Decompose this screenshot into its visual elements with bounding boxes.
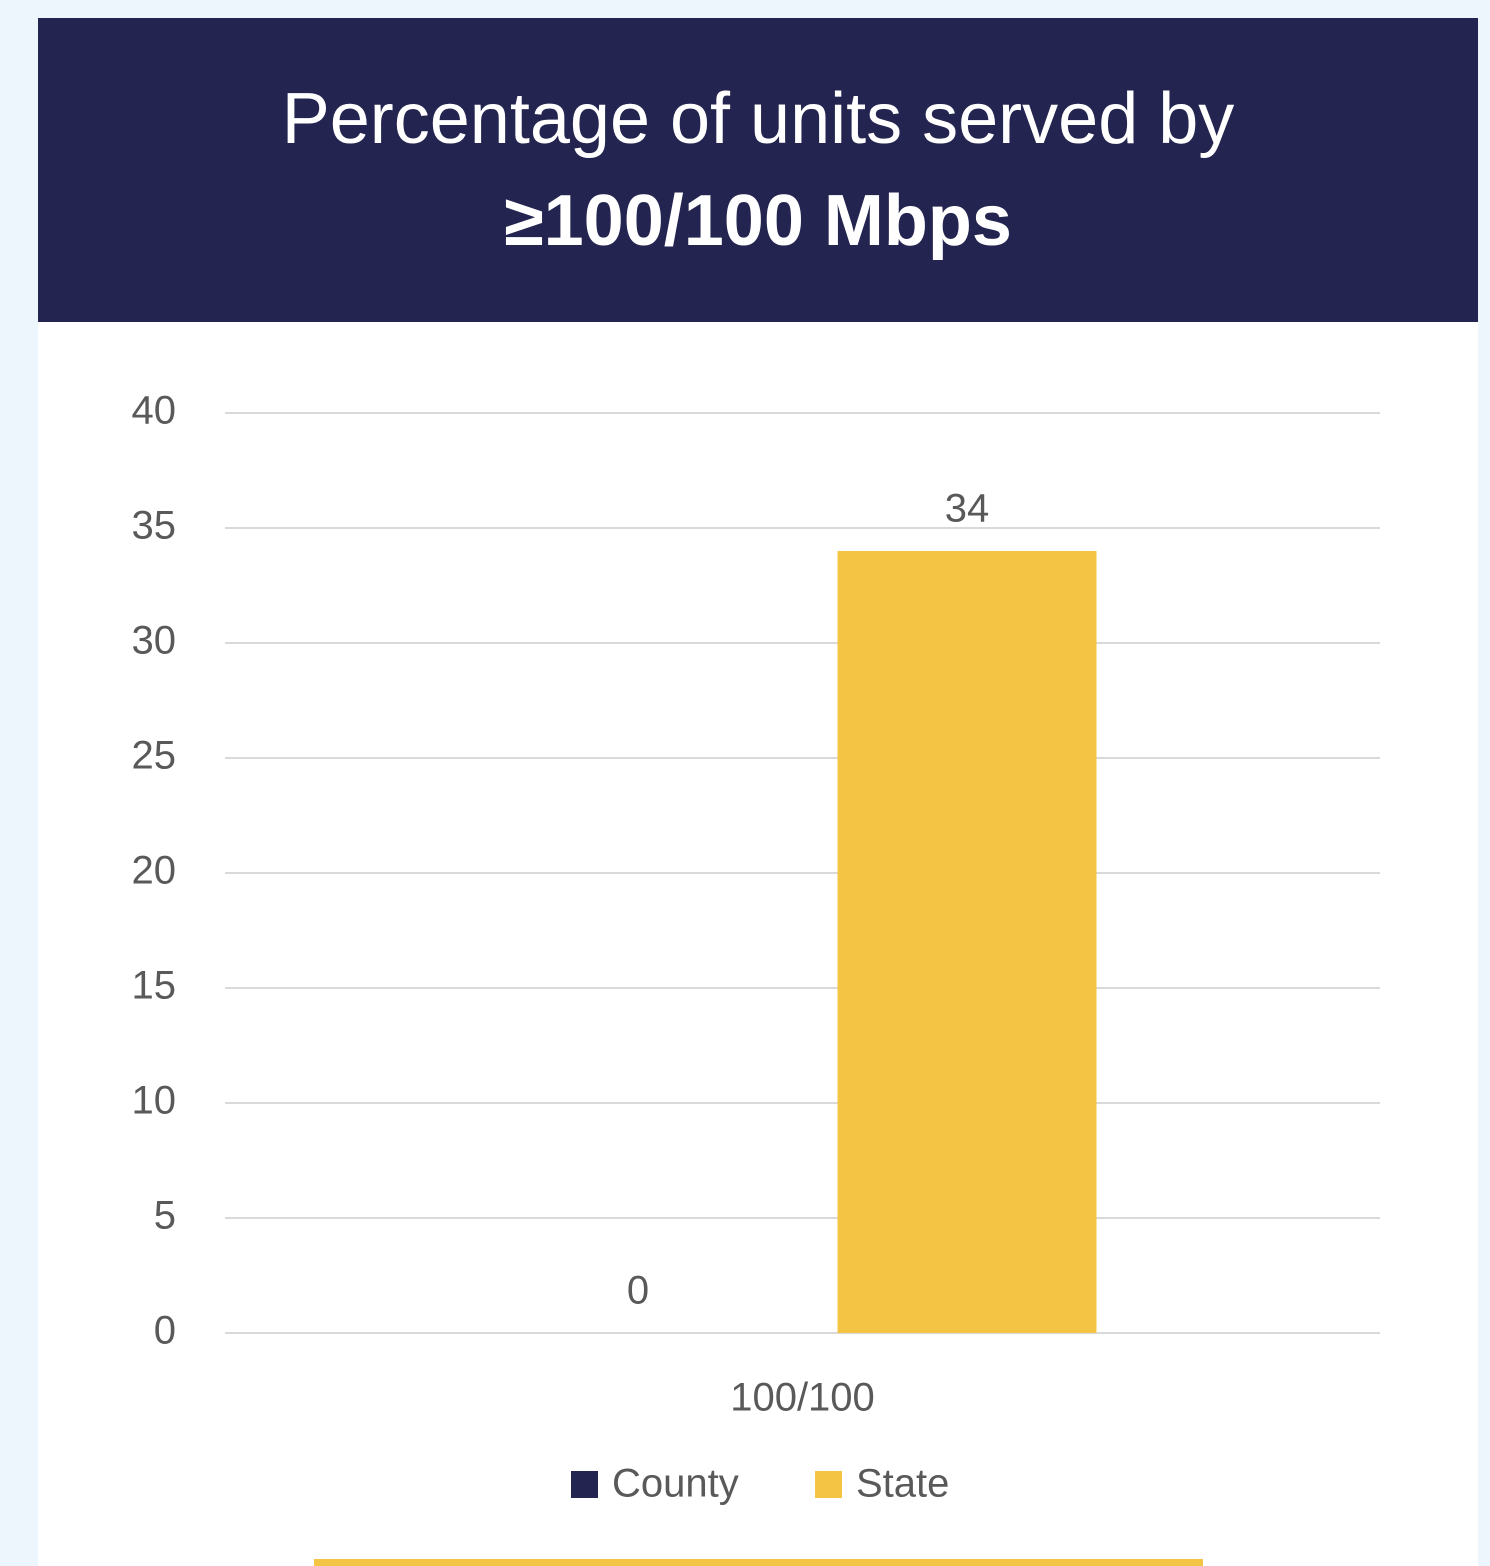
- legend-swatch: [815, 1471, 842, 1498]
- header: [38, 18, 1478, 322]
- y-tick-label: 20: [132, 849, 177, 893]
- accent-line: [314, 1559, 1203, 1566]
- y-tick-label: 5: [154, 1194, 176, 1238]
- legend-swatch: [571, 1471, 598, 1498]
- y-tick-label: 40: [132, 389, 177, 433]
- y-tick-label: 35: [132, 504, 177, 548]
- y-tick-label: 15: [132, 964, 177, 1008]
- y-tick-label: 0: [154, 1309, 176, 1353]
- x-tick-label: 100/100: [730, 1376, 875, 1420]
- y-tick-label: 10: [132, 1079, 177, 1123]
- bar: [837, 551, 1097, 1333]
- legend-label: County: [612, 1462, 739, 1506]
- y-tick-label: 25: [132, 734, 177, 778]
- data-label: 0: [627, 1269, 649, 1313]
- chart-title: Percentage of units served by: [282, 79, 1235, 159]
- legend-label: State: [856, 1462, 949, 1506]
- y-tick-label: 30: [132, 619, 177, 663]
- chart-title: ≥100/100 Mbps: [504, 181, 1012, 261]
- data-label: 34: [945, 487, 990, 531]
